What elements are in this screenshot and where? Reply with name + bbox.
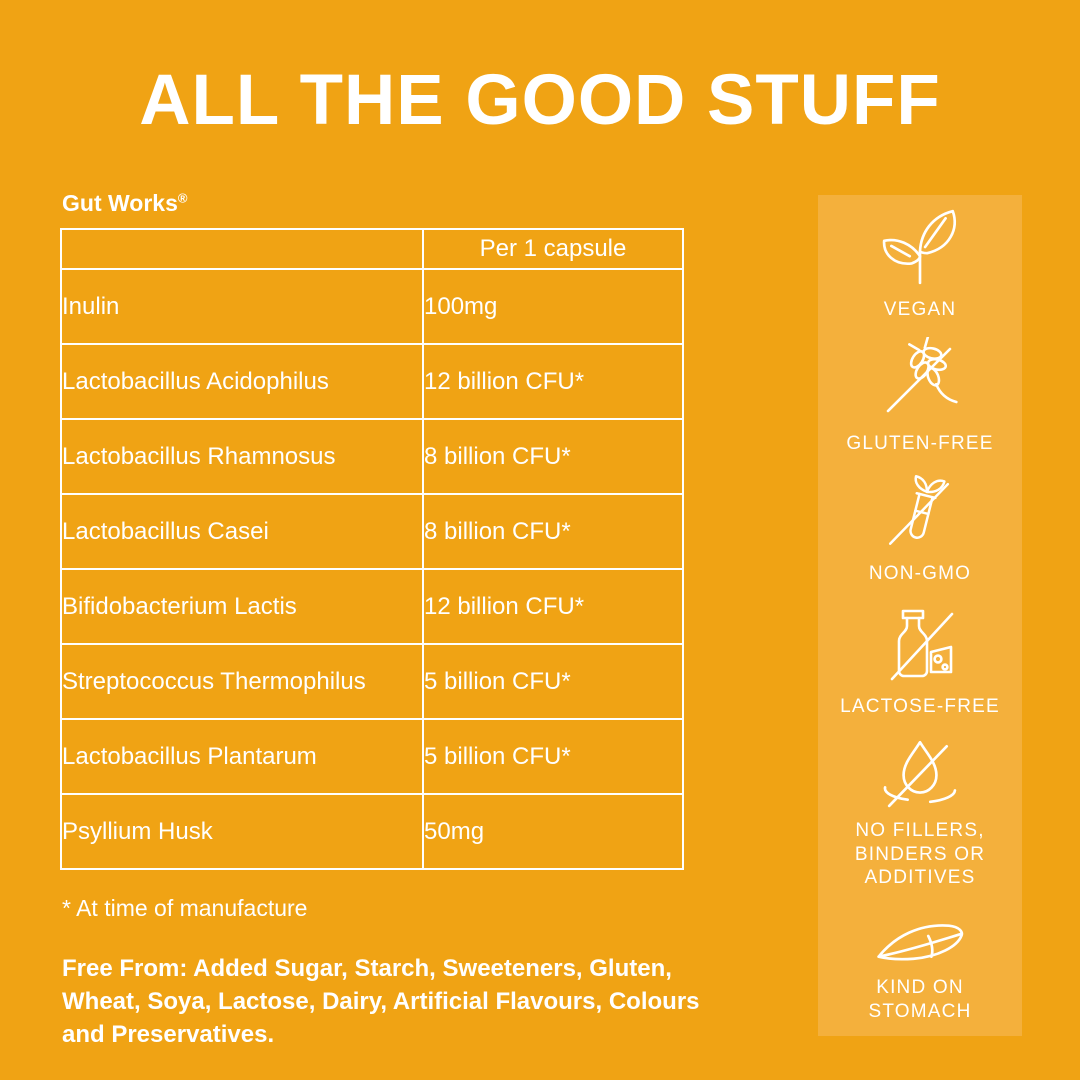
table-header-empty-cell [60,228,424,270]
no-fillers-icon [883,740,957,807]
ingredient-amount: 8 billion CFU* [422,418,684,495]
manufacture-footnote: * At time of manufacture [62,895,308,921]
badge-label: GLUTEN-FREE [846,433,994,455]
badge-label: VEGAN [883,299,957,320]
badge-gluten-free: GLUTEN-FREE [846,337,993,456]
free-from-statement: Free From: Added Sugar, Starch, Sweetene… [62,955,700,1048]
table-header-value-cell: Per 1 capsule [422,228,684,270]
ingredient-amount: 100mg [422,268,684,345]
badge-vegan: VEGAN [868,205,972,322]
ingredient-amount: 5 billion CFU* [422,718,684,795]
ingredient-name: Lactobacillus Acidophilus [60,343,424,420]
ingredient-name: Bifidobacterium Lactis [60,568,424,645]
ingredient-amount: 5 billion CFU* [422,643,684,720]
badge-lactose-free: LACTOSE-FREE [840,602,1000,719]
ingredient-name: Lactobacillus Casei [60,493,424,570]
badge-label: KIND ON STOMACH [868,977,972,1023]
table-row: Streptococcus Thermophilus 5 billion CFU… [60,643,684,720]
table-row: Bifidobacterium Lactis 12 billion CFU* [60,568,684,645]
ingredient-name: Psyllium Husk [60,793,424,870]
table-row: Lactobacillus Acidophilus 12 billion CFU… [60,343,684,420]
badge-non-gmo: NON-GMO [869,471,971,586]
ingredient-amount: 12 billion CFU* [422,568,684,645]
ingredient-amount: 8 billion CFU* [422,493,684,570]
badge-kind-on-stomach: KIND ON STOMACH [868,905,972,1024]
table-row: Lactobacillus Casei 8 billion CFU* [60,493,684,570]
ingredient-name: Lactobacillus Rhamnosus [60,418,424,495]
kind-on-stomach-icon [877,924,964,961]
trademark-symbol: ® [177,190,188,206]
non-gmo-icon [888,475,950,546]
table-row: Lactobacillus Plantarum 5 billion CFU* [60,718,684,795]
ingredient-amount: 50mg [422,793,684,870]
vegan-leaf-icon [882,209,956,285]
benefits-panel: VEGAN GLUTEN-FREE [818,195,1022,1036]
badge-label: LACTOSE-FREE [840,695,1000,717]
badge-no-fillers: NO FILLERS, BINDERS OR ADDITIVES [855,734,985,890]
table-row: Inulin 100mg [60,268,684,345]
supplement-facts-table: Per 1 capsule Inulin 100mg Lactobacillus… [60,228,684,870]
table-header-row: Per 1 capsule [60,228,684,270]
gluten-free-icon [886,337,958,413]
lactose-free-icon [890,609,954,680]
badge-label: NO FILLERS, BINDERS OR ADDITIVES [854,819,986,889]
ingredient-name: Streptococcus Thermophilus [60,643,424,720]
ingredient-amount: 12 billion CFU* [422,343,684,420]
ingredient-name: Inulin [60,268,424,345]
badge-label: NON-GMO [868,563,972,585]
product-name: Gut Works® [62,190,187,217]
table-row: Lactobacillus Rhamnosus 8 billion CFU* [60,418,684,495]
product-name-text: Gut Works [62,190,178,216]
table-row: Psyllium Husk 50mg [60,793,684,870]
ingredient-name: Lactobacillus Plantarum [60,718,424,795]
page-title: ALL THE GOOD STUFF [139,61,941,140]
